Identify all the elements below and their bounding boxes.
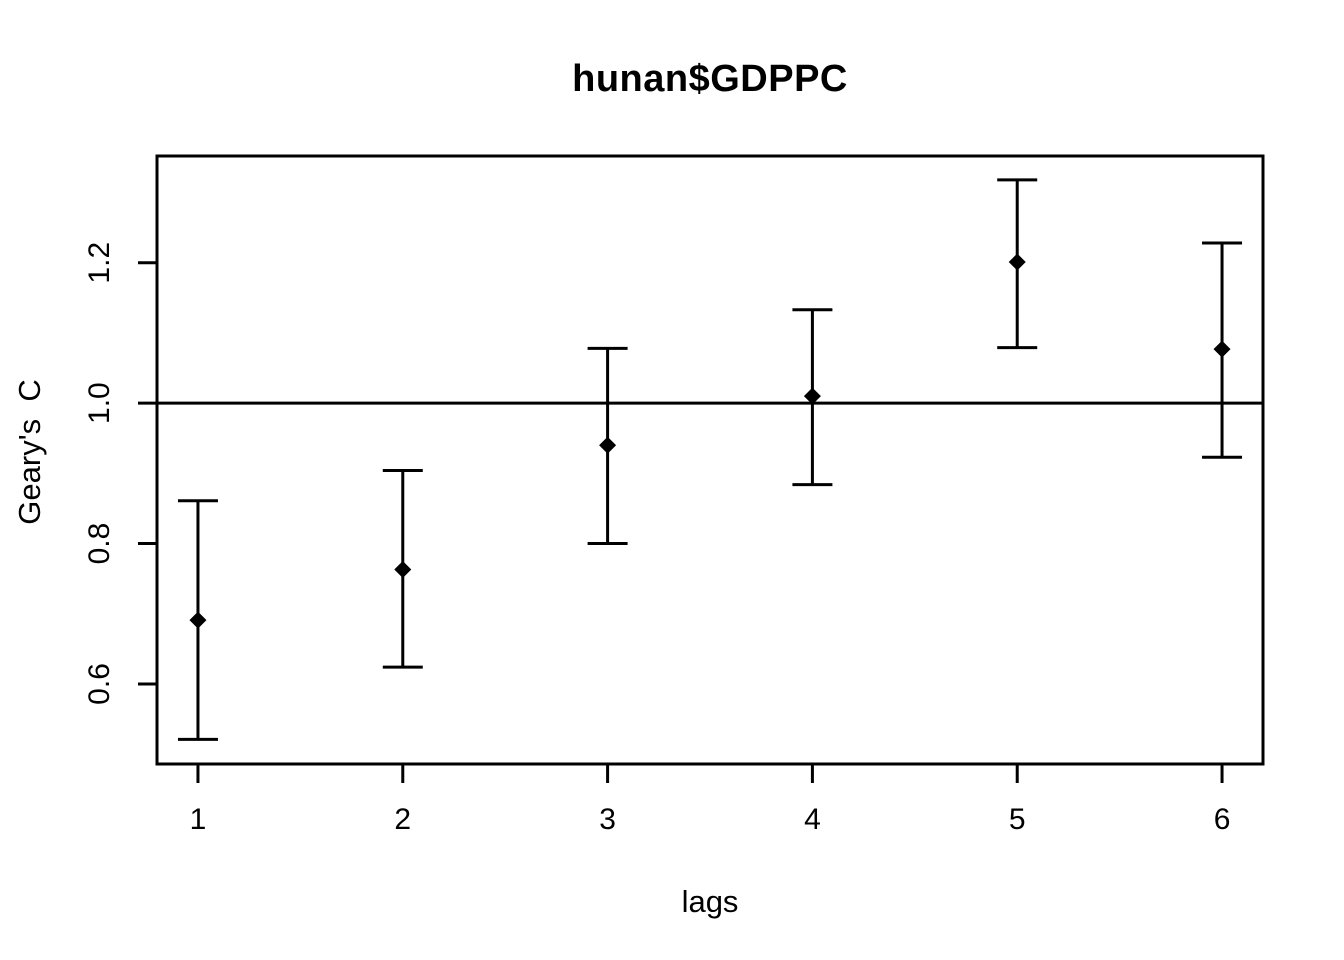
x-axis-label: lags (681, 884, 739, 919)
estimate-diamond-marker (1008, 253, 1026, 271)
x-tick-label: 3 (599, 803, 616, 836)
estimate-diamond-marker (1213, 340, 1231, 358)
chart-title: hunan$GDPPC (572, 58, 848, 100)
y-tick-label: 1.0 (83, 382, 116, 424)
y-tick-label: 0.6 (83, 663, 116, 705)
x-tick-label: 4 (804, 803, 821, 836)
x-tick-label: 1 (190, 803, 207, 836)
estimate-diamond-marker (394, 561, 412, 579)
x-tick-label: 6 (1214, 803, 1231, 836)
estimate-diamond-marker (189, 611, 207, 629)
x-tick-label: 2 (394, 803, 411, 836)
plot-box (155, 154, 1265, 766)
y-tick-label: 0.8 (83, 523, 116, 565)
estimate-diamond-marker (599, 436, 617, 454)
estimate-diamond-marker (803, 387, 821, 405)
x-tick-label: 5 (1009, 803, 1026, 836)
y-tick-label: 1.2 (83, 242, 116, 284)
